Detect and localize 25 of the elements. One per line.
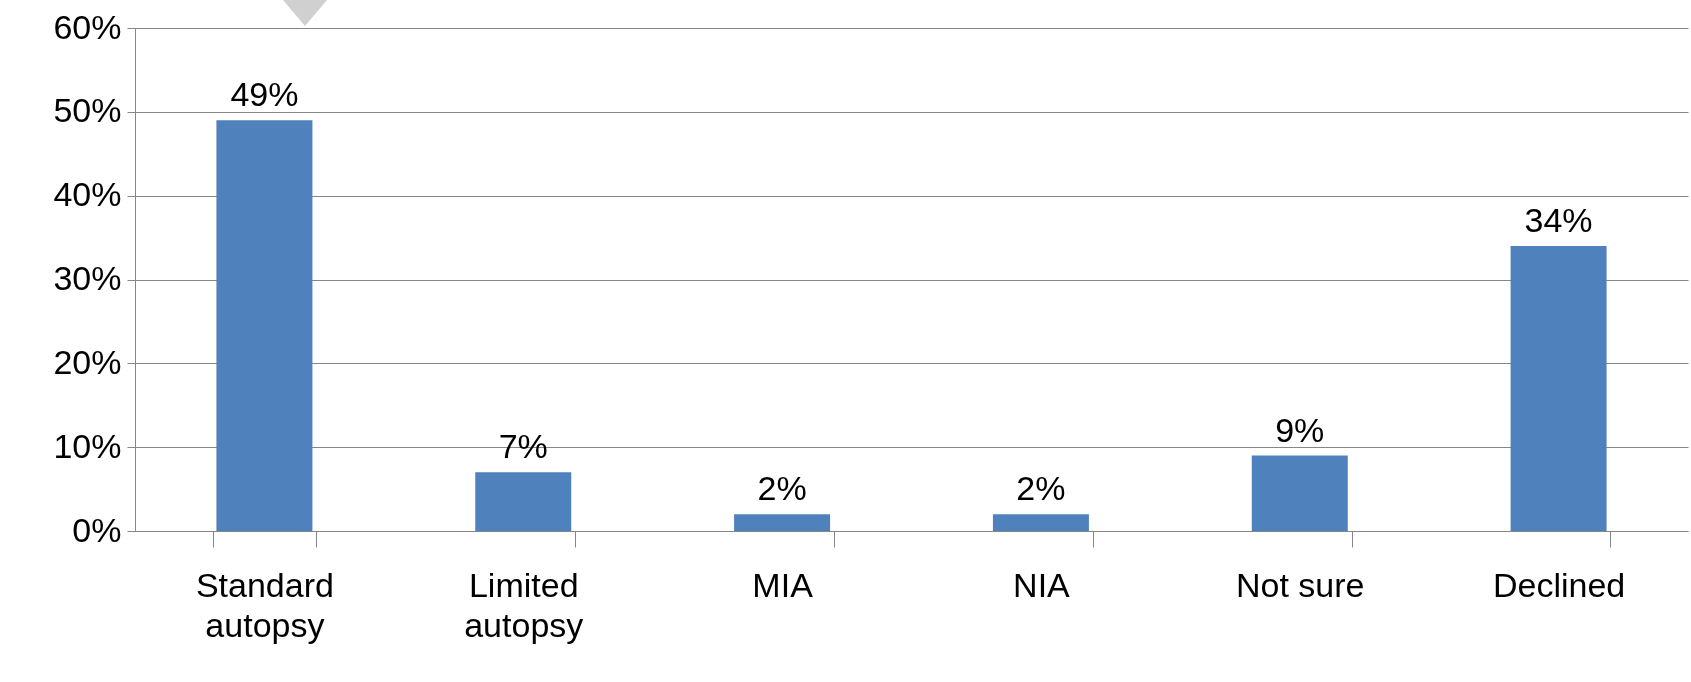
- bar: [475, 472, 572, 531]
- data-label: 34%: [1524, 200, 1593, 239]
- y-tick-label: 20%: [53, 342, 122, 381]
- y-tick-label: 40%: [53, 175, 122, 214]
- bar: [992, 514, 1089, 531]
- x-tick-label: NIA: [1013, 565, 1071, 604]
- bar: [734, 514, 831, 531]
- bar: [216, 120, 313, 531]
- x-tick-label: Declined: [1492, 565, 1626, 604]
- data-label: 2%: [1016, 469, 1066, 508]
- y-tick-label: 30%: [53, 259, 122, 297]
- x-tick-label: Not sure: [1236, 565, 1365, 604]
- x-tick-label: Standard autopsy: [195, 565, 334, 644]
- bar: [1251, 455, 1348, 531]
- data-label: 2%: [757, 469, 807, 508]
- y-tick-label: 10%: [53, 426, 122, 465]
- y-tick-label: 0%: [72, 510, 122, 549]
- data-label: 9%: [1275, 410, 1325, 449]
- y-tick-label: 60%: [53, 7, 122, 46]
- data-label: 49%: [230, 75, 299, 114]
- bar: [1510, 245, 1607, 531]
- y-tick-label: 50%: [53, 91, 122, 130]
- x-tick-label: Limited autopsy: [464, 565, 584, 644]
- x-tick-label: MIA: [752, 565, 814, 604]
- data-label: 7%: [498, 427, 548, 466]
